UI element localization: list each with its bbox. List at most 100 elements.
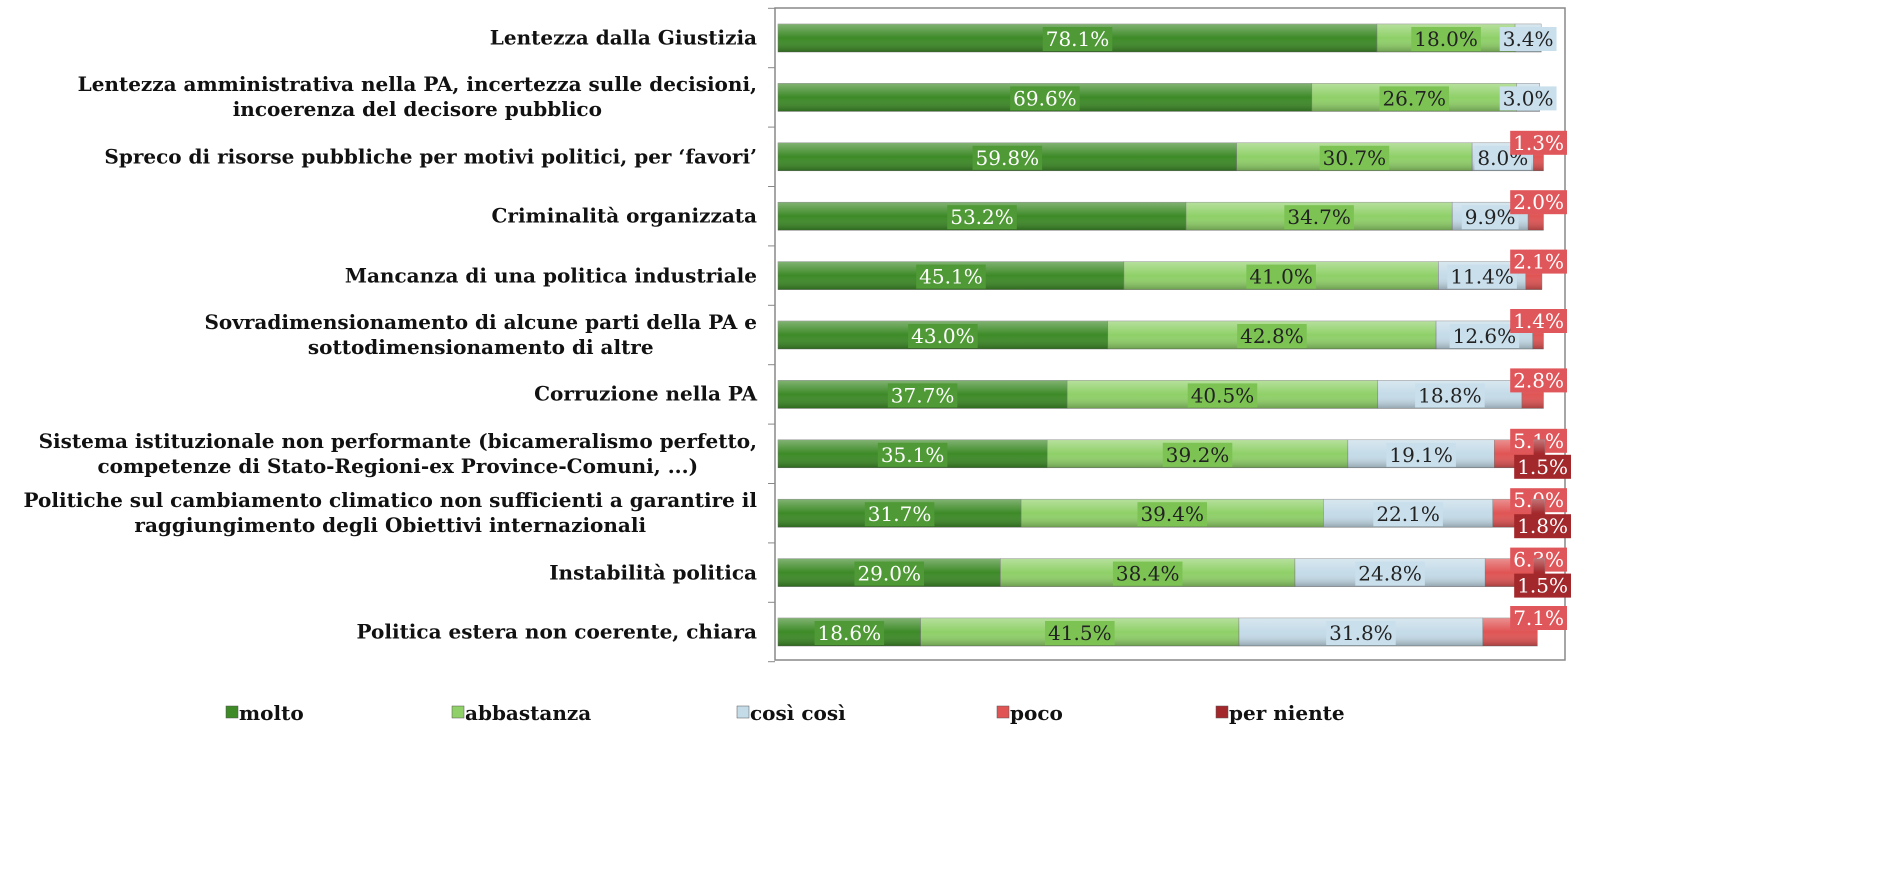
value-label-box — [908, 324, 978, 348]
value-label: 38.4% — [1116, 562, 1180, 586]
value-label-box — [947, 205, 1017, 230]
value-label: 59.8% — [976, 146, 1040, 170]
value-label-box — [1499, 86, 1557, 111]
legend-label: per niente — [1229, 701, 1345, 725]
legend-swatch — [996, 705, 1010, 719]
value-label-box — [1355, 561, 1425, 586]
value-label-box — [1514, 573, 1571, 598]
legend-label: poco — [1010, 701, 1063, 725]
value-label-box — [1461, 205, 1519, 230]
value-label-box — [1162, 442, 1233, 467]
category-label: Corruzione nella PA — [534, 381, 757, 406]
value-label: 29.0% — [857, 562, 921, 586]
value-label-box — [1379, 86, 1449, 111]
value-label-box — [1045, 621, 1115, 645]
value-label: 11.4% — [1450, 265, 1514, 289]
value-label-box — [1319, 145, 1390, 170]
bar-shade — [1533, 558, 1545, 587]
value-label-box — [1514, 514, 1571, 539]
value-label-box — [1386, 442, 1456, 467]
value-label: 2.8% — [1513, 368, 1564, 392]
value-label: 7.1% — [1513, 606, 1564, 630]
value-label-box — [1010, 86, 1080, 111]
value-label: 2.1% — [1513, 250, 1564, 274]
legend-swatch — [1215, 705, 1229, 719]
legend-swatch — [451, 705, 465, 719]
value-label: 42.8% — [1240, 324, 1304, 348]
value-label-box — [854, 561, 924, 586]
value-label-box — [887, 383, 958, 408]
value-label-box — [1514, 454, 1571, 479]
value-label: 1.8% — [1517, 514, 1568, 538]
value-label: 41.5% — [1048, 621, 1112, 645]
value-label: 78.1% — [1046, 27, 1110, 51]
value-label: 41.0% — [1249, 265, 1313, 289]
value-label: 39.4% — [1140, 502, 1204, 526]
value-label: 24.8% — [1358, 562, 1422, 586]
category-label: Lentezza amministrativa nella PA, incert… — [77, 72, 757, 122]
value-label: 40.5% — [1191, 383, 1255, 407]
value-label: 18.8% — [1418, 383, 1482, 407]
value-label: 53.2% — [950, 205, 1014, 229]
value-label-box — [1246, 264, 1316, 289]
value-label-box — [1447, 264, 1517, 289]
value-label-box — [972, 145, 1043, 170]
value-label-box — [1510, 249, 1567, 274]
value-label-box — [814, 621, 885, 645]
legend-label: abbastanza — [465, 701, 591, 725]
legend-swatch — [225, 705, 239, 719]
category-label: Mancanza di una politica industriale — [344, 263, 757, 288]
value-label-box — [1112, 561, 1183, 586]
value-label-box — [1449, 324, 1520, 348]
legend-label: così così — [750, 701, 846, 725]
value-label: 45.1% — [919, 265, 983, 289]
value-label: 18.6% — [818, 621, 882, 645]
value-label-box — [1510, 309, 1567, 333]
value-label: 22.1% — [1376, 502, 1440, 526]
value-label: 19.1% — [1389, 443, 1453, 467]
value-label: 1.4% — [1513, 309, 1564, 333]
bar-shade — [1533, 439, 1545, 468]
value-label-box — [1499, 27, 1557, 51]
value-label: 2.0% — [1513, 190, 1564, 214]
value-label-box — [1510, 606, 1567, 630]
category-label: Lentezza dalla Giustizia — [489, 25, 757, 50]
value-label: 35.1% — [881, 443, 945, 467]
legend-swatch — [736, 705, 750, 719]
plot-frame — [774, 7, 1566, 661]
category-label: Instabilità politica — [549, 560, 757, 585]
value-label: 69.6% — [1013, 86, 1077, 110]
value-label: 1.3% — [1513, 131, 1564, 155]
category-label: Politiche sul cambiamento climatico non … — [23, 488, 757, 538]
value-label: 34.7% — [1287, 205, 1351, 229]
category-label: Sovradimensionamento di alcune parti del… — [204, 310, 757, 359]
value-label: 37.7% — [891, 383, 955, 407]
value-label-box — [1237, 324, 1307, 348]
value-label-box — [877, 442, 948, 467]
value-label-box — [916, 264, 986, 289]
value-label-box — [1415, 383, 1485, 408]
value-label: 1.5% — [1517, 455, 1568, 479]
value-label: 43.0% — [911, 324, 975, 348]
value-label: 3.4% — [1503, 27, 1554, 51]
value-label-box — [1510, 368, 1567, 393]
legend-label: molto — [239, 701, 304, 725]
value-label-box — [1187, 383, 1258, 408]
value-label: 30.7% — [1323, 146, 1387, 170]
value-label-box — [1042, 27, 1113, 51]
value-label-box — [864, 502, 935, 527]
value-label-box — [1411, 27, 1481, 51]
value-label: 1.5% — [1517, 574, 1568, 598]
category-label: Sistema istituzionale non performante (b… — [38, 428, 757, 478]
value-label-box — [1326, 621, 1396, 645]
category-label: Criminalità organizzata — [491, 203, 758, 228]
bar-shade — [1533, 142, 1544, 171]
value-label: 31.7% — [868, 502, 932, 526]
value-label-box — [1510, 130, 1567, 155]
category-label: Spreco di risorse pubbliche per motivi p… — [104, 144, 757, 169]
value-label-box — [1137, 502, 1208, 527]
value-label-box — [1284, 205, 1354, 230]
value-label: 12.6% — [1453, 324, 1517, 348]
